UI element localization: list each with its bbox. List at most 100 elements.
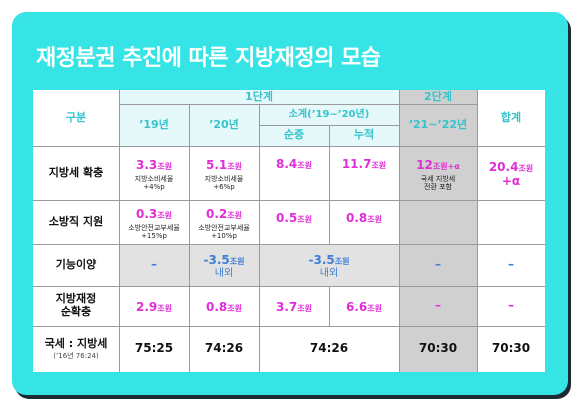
value: -3.5 (308, 253, 335, 268)
grid-line (119, 90, 120, 372)
grid-line (33, 200, 545, 201)
cell-ratio-2020: 74:26 (204, 341, 244, 356)
value: +α (501, 174, 521, 189)
row-label-ratio: 국세 : 지방세 (’16년 76:24) (33, 326, 119, 372)
cell-fire-cumulative: 0.8조원 (329, 200, 399, 244)
note: +6%p (213, 183, 235, 192)
unit: 조원+α (432, 161, 460, 171)
note: 소방안전교부세율 (198, 224, 250, 233)
value: -3.5 (203, 253, 230, 268)
header-cumulative: 누적 (353, 128, 375, 142)
grid-line (399, 90, 400, 372)
value: 3.3 (136, 157, 158, 172)
grid-line (329, 125, 330, 244)
header-total: 합계 (500, 110, 522, 124)
header-net: 순증 (283, 128, 305, 142)
value: 0.8 (346, 211, 368, 225)
unit: 조원 (157, 161, 172, 171)
cell-ratio-subtotal: 74:26 (309, 341, 349, 356)
note: 지방소비세율 (204, 175, 244, 184)
note: 내외 (319, 268, 339, 280)
unit: 조원 (227, 161, 242, 171)
unit: 조원 (297, 303, 312, 313)
cell-ratio-total: 70:30 (491, 341, 531, 356)
cell-fire-net: 0.5조원 (259, 200, 329, 244)
header-stage2: 2단계 (424, 89, 452, 103)
value: 0.2 (206, 206, 228, 221)
value: 5.1 (206, 157, 228, 172)
value: 0.5 (276, 211, 298, 225)
row-label-transfer: 기능이양 (55, 257, 97, 271)
note: 내외 (214, 268, 234, 280)
unit: 조원 (367, 303, 382, 313)
grid-line (33, 244, 545, 245)
value: 3.7 (276, 299, 298, 314)
grid-line (119, 104, 477, 105)
cell-ratio-2019: 75:25 (134, 341, 174, 356)
unit: 조원 (371, 161, 387, 170)
unit: 조원 (227, 303, 242, 313)
cell-finance-cumulative: 6.6조원 (329, 286, 399, 326)
note: +4%p (143, 183, 165, 192)
note: 전환 포함 (424, 183, 452, 192)
value: 6.6 (346, 299, 368, 314)
cell-local-tax-cumulative: 11.7조원 (329, 146, 399, 200)
cell-finance-2019: 2.9조원 (119, 286, 189, 326)
value: 0.3 (136, 206, 158, 221)
header-2020: ’20년 (209, 117, 239, 131)
row-label-local-tax: 지방세 확충 (48, 165, 104, 179)
value: 20.4 (488, 159, 519, 174)
value: 11.7 (341, 157, 372, 171)
grid-line (33, 286, 545, 287)
unit: 조원 (229, 257, 245, 267)
note: 소방안전교부세율 (128, 224, 180, 233)
cell-transfer-2019: – (151, 257, 157, 272)
row-label-line: 지방재정 (55, 292, 97, 306)
cell-local-tax-net: 8.4조원 (259, 146, 329, 200)
value: 12 (416, 157, 433, 172)
cell-local-tax-2020: 5.1조원 지방소비세율 +6%p (189, 146, 259, 200)
grid-line (329, 286, 330, 326)
cell-ratio-stage2: 70:30 (418, 341, 458, 356)
unit: 조원 (367, 215, 382, 224)
cell-local-tax-stage2: 12조원+α 국세 지방세 전환 포함 (399, 146, 477, 200)
cell-finance-stage2: – (435, 298, 441, 313)
header-category: 구분 (65, 110, 87, 124)
unit: 조원 (157, 303, 172, 313)
note: 국세 지방세 (420, 175, 456, 184)
grid-line (477, 90, 478, 372)
header-stage1: 1단계 (245, 89, 273, 103)
cell-local-tax-2019: 3.3조원 지방소비세율 +4%p (119, 146, 189, 200)
header-2019: ’19년 (139, 117, 169, 131)
row-label-note: (’16년 76:24) (53, 352, 99, 361)
unit: 조원 (334, 257, 350, 267)
cell-transfer-stage2: – (435, 257, 441, 272)
unit: 조원 (157, 210, 172, 220)
cell-finance-2020: 0.8조원 (189, 286, 259, 326)
value: 8.4 (276, 157, 298, 171)
row-label-fire: 소방직 지원 (48, 214, 104, 228)
cell-transfer-total: – (508, 257, 514, 272)
note: 지방소비세율 (134, 175, 174, 184)
cell-fire-2020: 0.2조원 소방안전교부세율 +10%p (189, 200, 259, 244)
cell-local-tax-total: 20.4조원 +α (477, 146, 545, 200)
stage2-shaded-column (399, 90, 477, 372)
finance-table: 구분 1단계 2단계 합계 ’19년 ’20년 소계(’19~’20년) 순증 … (33, 90, 545, 372)
grid-line (33, 146, 545, 147)
grid-line (189, 104, 190, 372)
note: +10%p (211, 232, 237, 241)
grid-line (259, 104, 260, 372)
cell-transfer-subtotal: -3.5조원 내외 (259, 244, 399, 286)
unit: 조원 (518, 163, 534, 173)
page-title: 재정분권 추진에 따른 지방재정의 모습 (36, 46, 381, 71)
cell-finance-total: – (508, 298, 514, 313)
cell-fire-2019: 0.3조원 소방안전교부세율 +15%p (119, 200, 189, 244)
row-label-line: 순확충 (60, 305, 92, 318)
unit: 조원 (227, 210, 242, 220)
value: 0.8 (206, 299, 228, 314)
header-2021-2022: ’21~’22년 (408, 117, 468, 131)
grid-line (33, 326, 545, 327)
cell-finance-net: 3.7조원 (259, 286, 329, 326)
row-label-line: 국세 : 지방세 (44, 336, 108, 350)
header-subtotal: 소계(’19~’20년) (288, 108, 370, 120)
